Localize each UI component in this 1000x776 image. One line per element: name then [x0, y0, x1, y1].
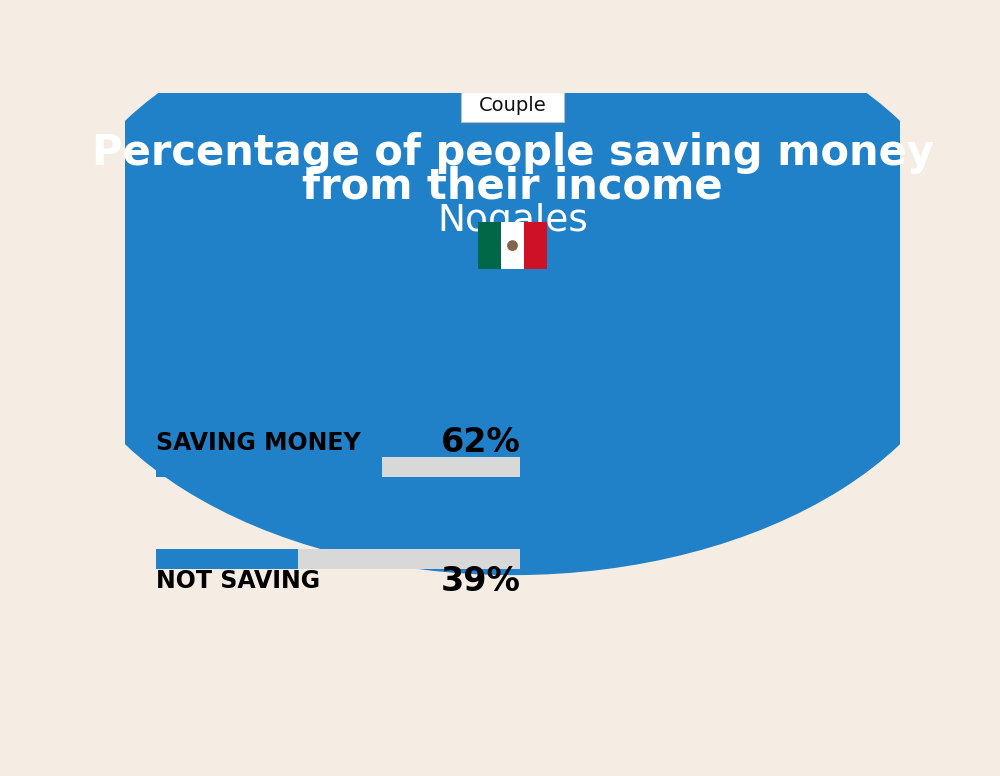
- Bar: [156, 549, 298, 569]
- Text: Nogales: Nogales: [437, 203, 588, 239]
- Text: Percentage of people saving money: Percentage of people saving money: [92, 132, 934, 174]
- Text: Couple: Couple: [479, 96, 546, 115]
- Text: from their income: from their income: [302, 165, 723, 207]
- Bar: [501, 222, 524, 269]
- Bar: [478, 222, 501, 269]
- Text: 39%: 39%: [440, 565, 520, 598]
- Ellipse shape: [48, 0, 978, 575]
- Bar: [156, 456, 382, 476]
- Text: SAVING MONEY: SAVING MONEY: [156, 431, 361, 455]
- Circle shape: [507, 241, 518, 251]
- Bar: [524, 222, 547, 269]
- Bar: [156, 549, 520, 569]
- Bar: [156, 456, 520, 476]
- Text: NOT SAVING: NOT SAVING: [156, 570, 320, 594]
- Text: 62%: 62%: [440, 426, 520, 459]
- FancyBboxPatch shape: [461, 89, 564, 122]
